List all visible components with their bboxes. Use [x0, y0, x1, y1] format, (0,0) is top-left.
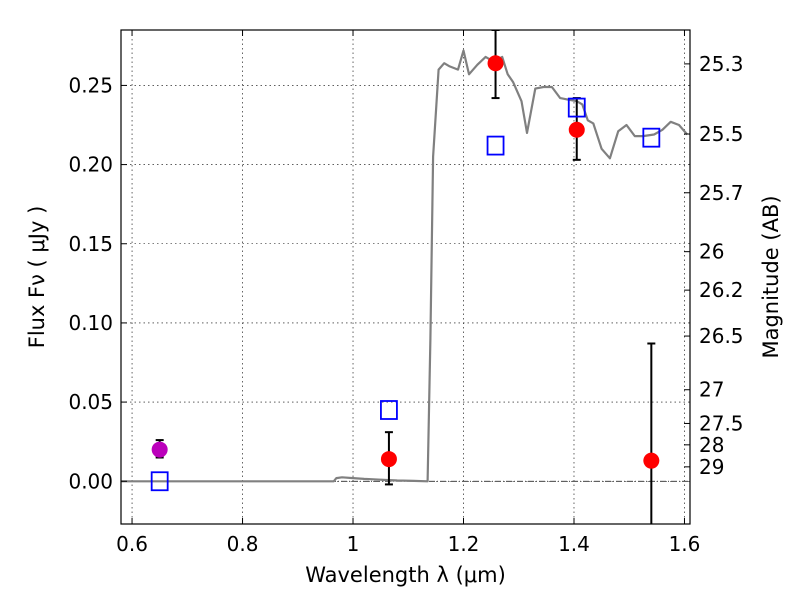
magnitude-tick-label: 25.7: [699, 181, 744, 205]
model-flux-square: [642, 127, 661, 148]
y-tick-label: 0.25: [68, 73, 113, 97]
y-tick-label: 0.15: [68, 232, 113, 256]
magnitude-tick-label: 29: [699, 455, 724, 479]
model-flux-square: [150, 471, 169, 492]
photometry-point: [487, 55, 504, 72]
photometry-point: [151, 441, 168, 458]
x-axis-label: Wavelength λ (μm): [305, 563, 506, 587]
x-tick-label: 1.2: [448, 532, 480, 556]
x-tick-label: 0.6: [116, 532, 148, 556]
grid-lines: [121, 30, 690, 524]
magnitude-tick-label: 26.2: [699, 278, 744, 302]
plot-area: [121, 30, 690, 524]
y-axis-label-right: Magnitude (AB): [759, 195, 783, 358]
axis-ticks: 0.6 0.8 1 1.2 1.4 1.6 0.00 0.05 0.10 0.15 0.20 0.25…: [68, 30, 744, 556]
x-tick-label: 1.6: [669, 532, 701, 556]
x-tick-label: 0.8: [227, 532, 259, 556]
x-tick-label: 1: [347, 532, 360, 556]
y-tick-label: 0.00: [68, 469, 113, 493]
magnitude-tick-label: 26.5: [699, 324, 744, 348]
magnitude-tick-label: 26: [699, 240, 724, 264]
plot-frame: [120, 29, 691, 525]
magnitude-tick-label: 27: [699, 378, 724, 402]
y-tick-label: 0.10: [68, 311, 113, 335]
y-axis-label-left: Flux Fν ( μJy ): [25, 206, 49, 349]
photometry-point: [643, 452, 660, 469]
y-tick-label: 0.20: [68, 153, 113, 177]
model-spectrum-line: [121, 49, 689, 483]
magnitude-tick-label: 27.5: [699, 411, 744, 435]
photometry-point: [568, 121, 585, 138]
y-tick-label: 0.05: [68, 390, 113, 414]
photometry-point: [380, 451, 397, 468]
x-tick-label: 1.4: [558, 532, 590, 556]
magnitude-tick-label: 28: [699, 433, 724, 457]
model-flux-square: [567, 97, 586, 118]
magnitude-tick-label: 25.5: [699, 122, 744, 146]
magnitude-tick-label: 25.3: [699, 52, 744, 76]
model-flux-square: [380, 400, 398, 420]
model-flux-square: [486, 135, 505, 156]
